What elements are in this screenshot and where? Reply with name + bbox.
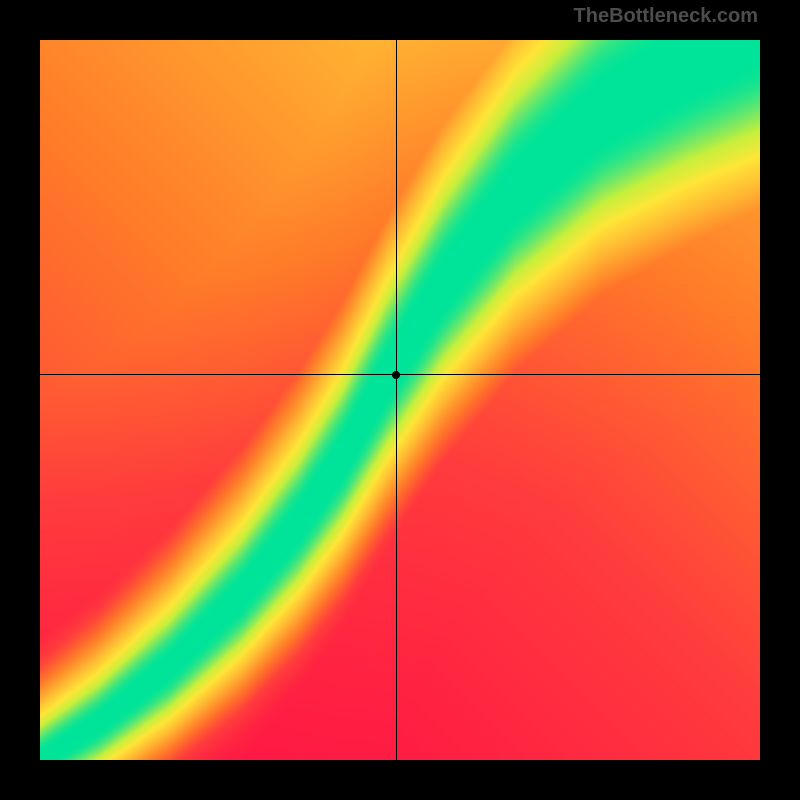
watermark-text: TheBottleneck.com <box>574 5 758 28</box>
plot-area <box>40 40 760 760</box>
chart-container: TheBottleneck.com <box>0 0 800 800</box>
crosshair-vertical <box>396 40 397 760</box>
crosshair-marker <box>392 371 400 379</box>
heatmap-canvas <box>40 40 760 760</box>
